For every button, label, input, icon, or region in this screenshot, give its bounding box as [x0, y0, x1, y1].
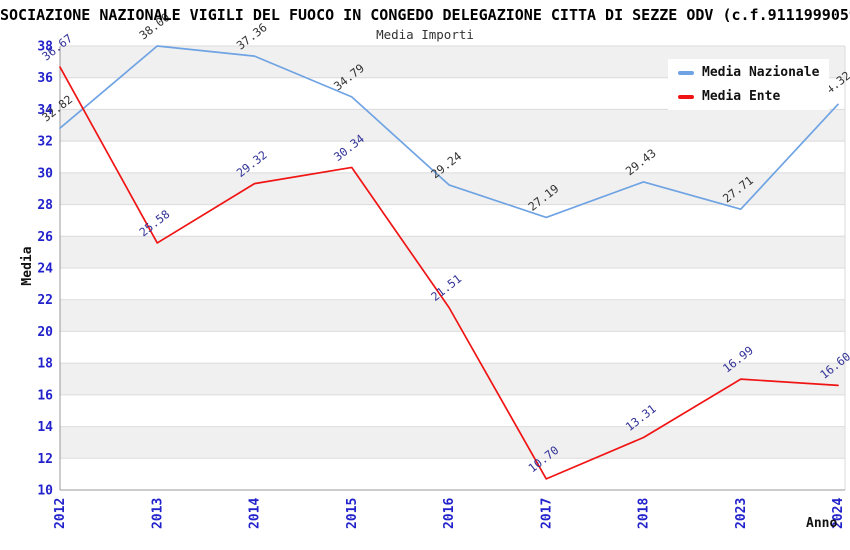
x-tick-label: 2018 — [637, 498, 652, 529]
grid-band — [60, 109, 845, 142]
x-tick-label: 2014 — [248, 498, 263, 529]
chart-title: SOCIAZIONE NAZIONALE VIGILI DEL FUOCO IN… — [0, 6, 850, 24]
y-tick-label: 10 — [37, 484, 53, 499]
y-tick-label: 18 — [37, 357, 53, 372]
series-line-media-ente — [59, 66, 839, 480]
grid-band — [60, 363, 845, 395]
series-line-media-nazionale — [59, 45, 839, 219]
y-tick-label: 28 — [37, 198, 53, 213]
chart-subtitle: Media Importi — [376, 27, 474, 42]
y-axis-title: Media — [20, 246, 35, 286]
legend-entry-media-ente: Media Ente — [678, 88, 819, 105]
y-tick-label: 20 — [37, 325, 53, 340]
grid-band — [60, 331, 845, 364]
grid-band — [60, 426, 845, 459]
x-tick-label: 2015 — [345, 498, 360, 529]
line-swatch-icon — [678, 94, 694, 99]
grid-band — [60, 141, 845, 173]
y-tick-label: 26 — [37, 230, 53, 245]
grid-band — [60, 458, 845, 490]
x-axis-title: Anno — [806, 516, 838, 531]
legend-box: Media Nazionale Media Ente — [668, 59, 829, 110]
x-tick-label: 2012 — [53, 498, 68, 529]
y-tick-label: 38 — [37, 40, 53, 55]
x-tick-label: 2024 — [831, 498, 846, 529]
x-tick-label: 2013 — [150, 498, 165, 529]
x-tick-label: 2023 — [734, 498, 749, 529]
grid-band — [60, 236, 845, 268]
grid-band — [60, 268, 845, 300]
y-tick-label: 12 — [37, 452, 53, 467]
grid-band — [60, 394, 845, 427]
legend-label: Media Nazionale — [702, 65, 820, 80]
y-tick-label: 36 — [37, 71, 53, 86]
legend-entry-media-nazionale: Media Nazionale — [678, 64, 819, 81]
legend-label: Media Ente — [702, 89, 781, 104]
x-tick-label: 2017 — [539, 498, 554, 529]
y-tick-label: 30 — [37, 166, 53, 181]
y-tick-label: 22 — [37, 293, 53, 308]
y-tick-label: 16 — [37, 388, 53, 403]
grid-band — [60, 172, 845, 205]
y-tick-label: 34 — [37, 103, 53, 118]
grid-band — [60, 204, 845, 237]
y-tick-label: 14 — [37, 420, 53, 435]
grid-band — [60, 299, 845, 332]
x-tick-label: 2016 — [442, 498, 457, 529]
line-swatch-icon — [678, 70, 694, 75]
y-tick-label: 32 — [37, 135, 53, 150]
y-tick-label: 24 — [37, 262, 53, 277]
